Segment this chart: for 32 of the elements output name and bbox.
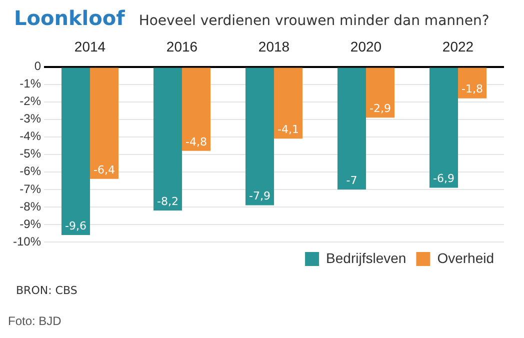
chart-subtitle: Hoeveel verdienen vrouwen minder dan mannen? [138,13,490,29]
y-tick-label: -2% [20,94,42,108]
data-label: -4,8 [186,135,208,148]
data-label: -2,9 [370,102,391,115]
x-tick-label: 2022 [442,38,474,54]
y-tick-label: -6% [20,164,42,178]
data-label: -1,8 [462,82,483,96]
y-tick-label: -4% [20,129,42,144]
data-label: -6,9 [433,172,454,186]
data-label: -4,1 [278,122,299,136]
y-tick-label: -10% [13,234,42,248]
data-label: -7,9 [249,190,270,203]
y-tick-label: -1% [20,76,42,91]
data-label: -9,6 [65,219,86,232]
legend-label: Bedrijfsleven [326,250,406,266]
y-tick-label: -7% [20,182,42,196]
chart-title: Loonkloof [14,6,125,30]
data-label: -7 [346,174,358,187]
text: Foto: BJD [8,314,62,328]
y-tick-label: 0 [34,59,42,74]
x-tick-label: 2018 [258,38,290,54]
text: BRON: CBS [16,284,78,297]
x-tick-label: 2016 [166,38,198,54]
y-tick-label: -3% [20,112,42,126]
y-tick-label: -9% [20,216,42,231]
y-tick-label: -5% [20,146,42,161]
x-tick-label: 2014 [74,38,106,54]
legend-label: Overheid [437,250,494,266]
x-tick-label: 2020 [350,38,382,54]
data-label: -6,4 [94,163,116,176]
data-label: -8,2 [157,194,178,208]
y-tick-label: -8% [20,199,42,214]
